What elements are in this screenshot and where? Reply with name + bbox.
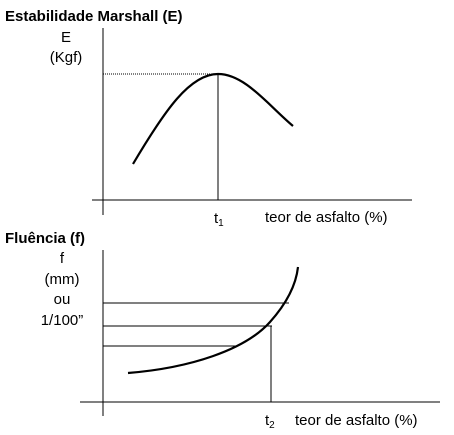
y-label: (mm) — [45, 271, 80, 288]
x-mark-sub: 1 — [218, 218, 224, 229]
y-label: 1/100” — [41, 312, 84, 329]
x-label: teor de asfalto (%) — [295, 412, 418, 429]
x-mark-sub: 2 — [269, 420, 275, 431]
x-mark: t2 — [265, 412, 275, 431]
y-label: f — [60, 250, 65, 267]
title: Estabilidade Marshall (E) — [5, 8, 183, 25]
y-label: ou — [54, 291, 71, 308]
x-mark-base: t — [214, 210, 219, 227]
y-label: (Kgf) — [50, 49, 83, 66]
curve — [127, 266, 300, 375]
x-mark-base: t — [265, 412, 270, 429]
x-label: teor de asfalto (%) — [265, 209, 388, 226]
title: Fluência (f) — [5, 230, 85, 247]
curve — [132, 72, 294, 165]
x-mark: t1 — [214, 210, 224, 229]
y-label: E — [61, 29, 71, 46]
